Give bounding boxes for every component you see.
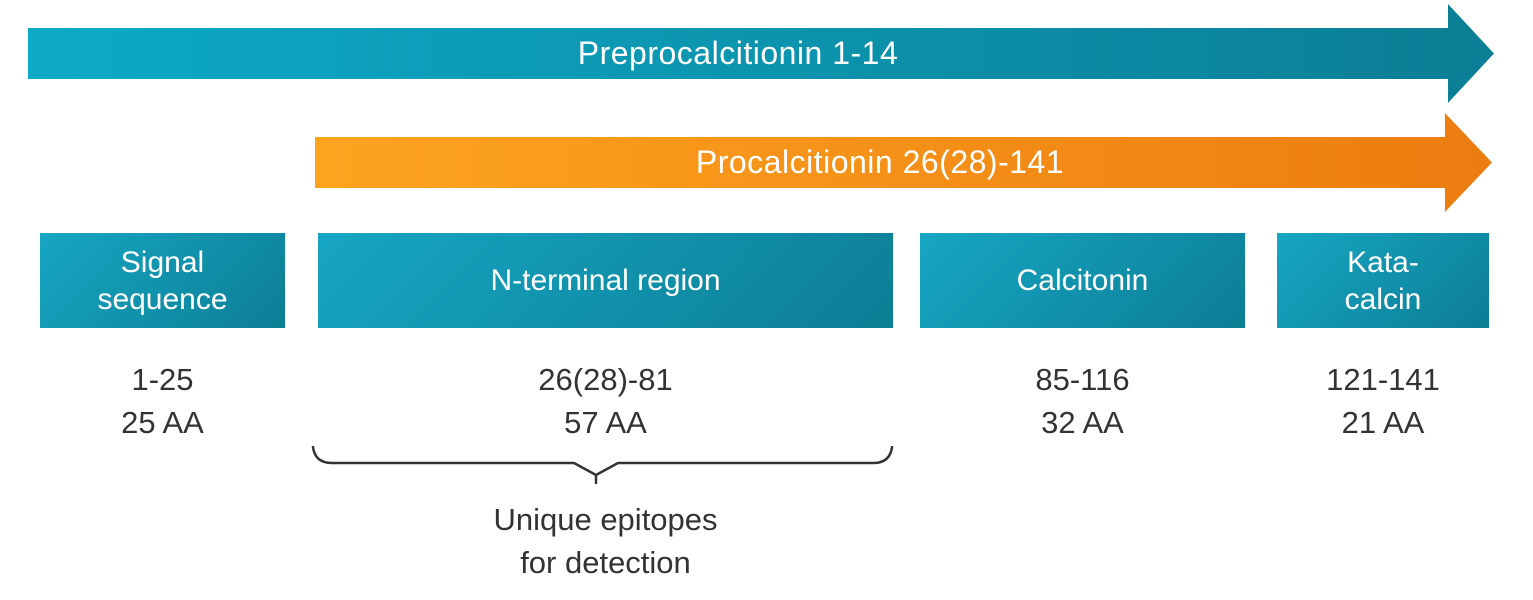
region-range: 26(28)-81 [538, 362, 673, 397]
brace [311, 446, 894, 484]
region-box: Kata- calcin [1277, 233, 1489, 328]
region-n-terminal: N-terminal region 26(28)-81 57 AA [318, 233, 893, 444]
region-box: N-terminal region [318, 233, 893, 328]
region-signal-sequence: Signal sequence 1-25 25 AA [40, 233, 285, 444]
region-meta: 26(28)-81 57 AA [318, 358, 893, 444]
region-box: Signal sequence [40, 233, 285, 328]
region-range: 121-141 [1326, 362, 1440, 397]
region-meta: 85-116 32 AA [920, 358, 1245, 444]
unique-epitopes-annotation: Unique epitopes for detection [318, 498, 893, 584]
region-name-line: N-terminal region [490, 264, 721, 297]
region-meta: 121-141 21 AA [1277, 358, 1489, 444]
region-name-line: calcin [1344, 282, 1422, 316]
annotation-line: Unique epitopes [493, 502, 718, 537]
region-aa-count: 21 AA [1341, 405, 1425, 440]
region-aa-count: 32 AA [1041, 405, 1124, 440]
region-name-line: sequence [97, 282, 228, 316]
procalcitonin-arrow: Procalcitionin 26(28)-141 [315, 113, 1492, 212]
procalcitonin-arrow-label: Procalcitionin 26(28)-141 [695, 144, 1065, 180]
region-calcitonin: Calcitonin 85-116 32 AA [920, 233, 1245, 444]
region-box: Calcitonin [920, 233, 1245, 328]
annotation-line: for detection [520, 545, 691, 580]
region-aa-count: 25 AA [121, 405, 204, 440]
region-name-line: Kata- [1347, 245, 1419, 279]
preprocalcitonin-arrow: Preprocalcitionin 1-14 [28, 4, 1494, 103]
region-name-line: Calcitonin [1016, 264, 1149, 297]
region-name-line: Signal [120, 245, 205, 279]
region-range: 85-116 [1035, 362, 1130, 397]
region-katacalcin: Kata- calcin 121-141 21 AA [1277, 233, 1489, 444]
region-range: 1-25 [131, 362, 194, 397]
preprocalcitonin-arrow-label: Preprocalcitionin 1-14 [577, 35, 899, 71]
region-meta: 1-25 25 AA [40, 358, 285, 444]
region-aa-count: 57 AA [564, 405, 647, 440]
